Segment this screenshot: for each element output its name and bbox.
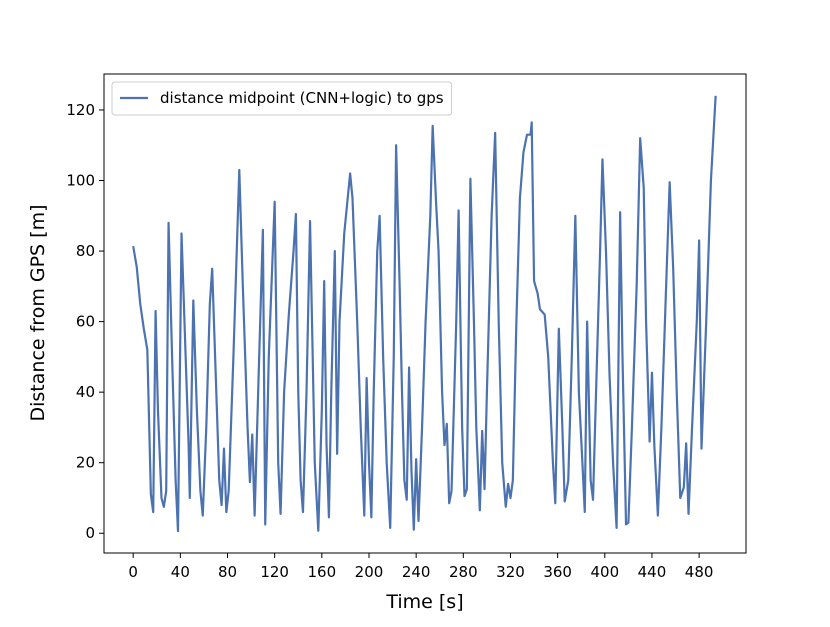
x-tick-label: 80 [218,563,237,581]
x-tick-label: 0 [128,563,138,581]
x-tick-label: 200 [355,563,384,581]
data-line [132,95,717,533]
y-axis-label: Distance from GPS [m] [27,205,49,422]
y-tick-label: 120 [66,101,95,119]
x-axis-label: Time [s] [385,591,463,613]
x-tick-label: 160 [308,563,337,581]
y-tick-label: 100 [66,172,95,190]
y-tick-label: 40 [76,383,95,401]
x-tick-label: 40 [171,563,190,581]
x-tick-label: 240 [402,563,431,581]
legend-label: distance midpoint (CNN+logic) to gps [160,89,444,107]
y-tick-label: 60 [76,313,95,331]
legend: distance midpoint (CNN+logic) to gps [111,81,453,116]
x-tick-label: 400 [590,563,619,581]
y-tick-label: 80 [76,242,95,260]
legend-box [111,81,453,116]
y-tick-label: 20 [76,454,95,472]
x-tick-label: 360 [543,563,572,581]
y-tick-label: 0 [85,524,95,542]
x-tick-label: 440 [638,563,667,581]
x-tick-label: 280 [449,563,478,581]
x-tick-label: 320 [496,563,525,581]
plot-frame [103,73,747,554]
x-tick-label: 480 [685,563,714,581]
x-tick-label: 120 [260,563,289,581]
